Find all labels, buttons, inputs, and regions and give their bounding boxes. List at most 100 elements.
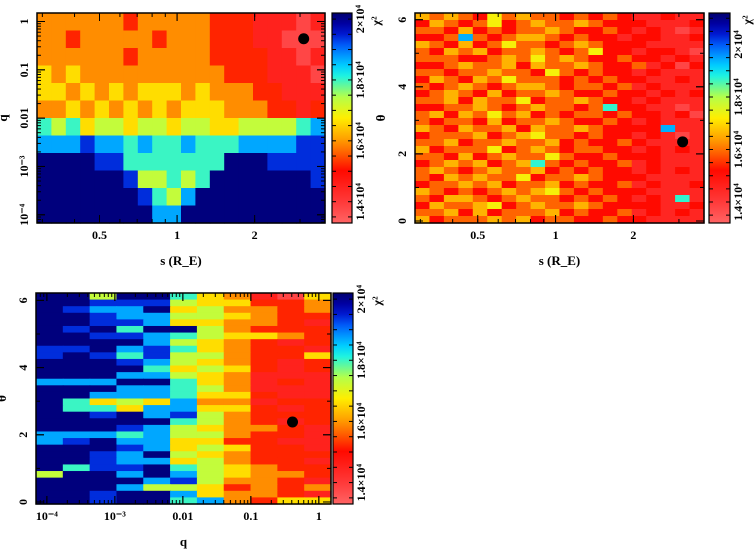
- heatmap-cell: [689, 146, 705, 154]
- heatmap-cell: [602, 90, 618, 98]
- heatmap-cell: [170, 477, 198, 485]
- heatmap-cell: [250, 464, 278, 472]
- heatmap-cell: [196, 464, 225, 472]
- heatmap-cell: [660, 20, 676, 28]
- heatmap-cell: [588, 90, 604, 98]
- heatmap-cell: [143, 306, 171, 314]
- heatmap-cell: [89, 457, 118, 466]
- heatmap-cell: [196, 444, 225, 452]
- heatmap-cell: [689, 97, 705, 105]
- heatmap-cell: [660, 76, 676, 84]
- heatmap-cell: [250, 431, 278, 439]
- heatmap-cell: [89, 405, 118, 413]
- heatmap-cell: [472, 209, 488, 217]
- heatmap-cell: [631, 195, 647, 203]
- heatmap-cell: [267, 135, 283, 154]
- heatmap-cell: [109, 100, 124, 119]
- colorbar-tick-label: 2×10⁴: [354, 284, 368, 313]
- heatmap-cell: [429, 76, 445, 84]
- heatmap-cell: [689, 160, 705, 168]
- heatmap-cell: [36, 365, 64, 373]
- heatmap-cell: [123, 83, 139, 102]
- x-tick-label: 0.1: [243, 509, 258, 523]
- heatmap-cell: [89, 325, 118, 334]
- best-fit-marker: [287, 416, 299, 428]
- heatmap-cell: [487, 202, 503, 210]
- heatmap-cell: [296, 83, 312, 102]
- heatmap-cell: [415, 181, 431, 189]
- heatmap-cell: [617, 167, 633, 175]
- heatmap-cell: [530, 202, 546, 210]
- heatmap-cell: [443, 97, 459, 105]
- heatmap-cell: [223, 391, 252, 400]
- heatmap-cell: [458, 62, 474, 70]
- heatmap-cell: [588, 34, 604, 42]
- heatmap-cell: [415, 62, 431, 70]
- heatmap-cell: [487, 125, 503, 133]
- heatmap-cell: [689, 181, 705, 189]
- heatmap-cell: [170, 391, 198, 400]
- x-axis-title: q: [180, 534, 188, 549]
- heatmap-cell: [277, 365, 305, 373]
- heatmap-cell: [660, 97, 676, 105]
- heatmap-cell: [170, 332, 198, 340]
- heatmap-cell: [62, 365, 91, 373]
- heatmap-cell: [530, 146, 546, 154]
- heatmap-cell: [36, 299, 64, 307]
- heatmap-cell: [209, 83, 225, 102]
- heatmap-cell: [458, 34, 474, 42]
- heatmap-cell: [143, 405, 171, 413]
- heatmap-cell: [89, 484, 118, 492]
- heatmap-cell: [223, 411, 252, 419]
- heatmap-cell: [660, 48, 676, 56]
- heatmap-cell: [62, 405, 91, 413]
- heatmap-cell: [36, 358, 64, 367]
- heatmap-cell: [530, 139, 546, 147]
- panel-q-theta: 10⁻⁴ 10⁻³ 0.01 0.1 1 0 2 4 6 q θ 1.4×10⁴ 1.6×10⁴ 1.8×…: [0, 284, 384, 549]
- heatmap-cell: [166, 100, 182, 119]
- heatmap-cell: [250, 293, 278, 301]
- heatmap-cell: [170, 358, 198, 367]
- heatmap-cell: [443, 13, 459, 21]
- heatmap-cell: [602, 195, 618, 203]
- heatmap-cell: [443, 146, 459, 154]
- heatmap-cell: [660, 111, 676, 119]
- heatmap-cell: [223, 464, 252, 472]
- y-tick-label: 4: [16, 365, 30, 371]
- colorbar-tick-label: 1.8×10⁴: [731, 78, 745, 116]
- heatmap-cell: [501, 34, 517, 42]
- heatmap-cell: [602, 62, 618, 70]
- heatmap-cell: [195, 170, 211, 189]
- heatmap-cell: [487, 48, 503, 56]
- heatmap-cell: [65, 135, 81, 154]
- heatmap-cell: [530, 174, 546, 182]
- heatmap-cell: [530, 153, 546, 161]
- heatmap-cell: [304, 424, 332, 433]
- heatmap-cell: [304, 438, 332, 446]
- heatmap-cell: [224, 188, 240, 207]
- heatmap-cell: [253, 118, 268, 137]
- heatmap-cell: [277, 293, 305, 301]
- heatmap-cell: [443, 132, 459, 140]
- heatmap-cell: [62, 424, 91, 433]
- heatmap-cell: [224, 205, 240, 224]
- heatmap-cell: [89, 293, 118, 301]
- heatmap-cell: [196, 312, 225, 320]
- heatmap-cell: [36, 345, 64, 353]
- heatmap-cell: [196, 319, 225, 327]
- heatmap-cell: [166, 170, 182, 189]
- heatmap-cell: [181, 48, 196, 67]
- heatmap-cell: [472, 216, 488, 224]
- heatmap-cell: [617, 55, 633, 63]
- heatmap-cell: [545, 195, 561, 203]
- heatmap-cell: [602, 202, 618, 210]
- heatmap-cell: [224, 153, 240, 172]
- heatmap-cell: [458, 160, 474, 168]
- heatmap-cell: [602, 27, 618, 35]
- heatmap-cell: [472, 97, 488, 105]
- heatmap-cell: [250, 424, 278, 433]
- heatmap-cell: [116, 471, 144, 479]
- heatmap-cell: [277, 438, 305, 446]
- heatmap-cell: [631, 55, 647, 63]
- heatmap-cell: [545, 118, 561, 126]
